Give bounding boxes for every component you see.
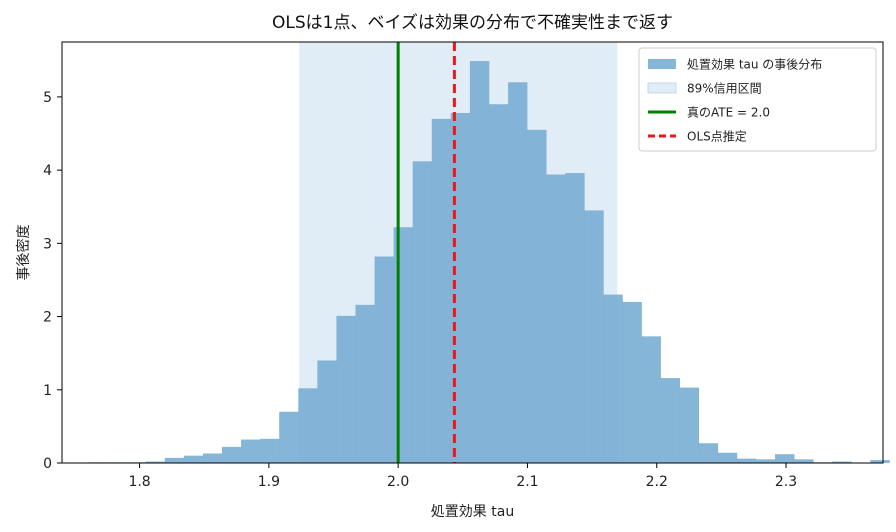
histogram-bar: [355, 304, 375, 463]
histogram-bar: [279, 411, 299, 463]
x-tick-label: 2.3: [775, 474, 797, 490]
histogram-bar: [736, 458, 757, 463]
plot-area: [61, 41, 890, 464]
chart-title: OLSは1点、ベイズは効果の分布で不確実性まで返す: [272, 13, 673, 33]
histogram-bar: [717, 452, 738, 463]
histogram-bar: [679, 387, 700, 463]
legend-label: 処置効果 tau の事後分布: [687, 57, 822, 72]
legend-box: [638, 47, 877, 152]
legend-histogram: 処置効果 tau の事後分布: [648, 57, 822, 72]
histogram-bar: [241, 439, 261, 463]
histogram-bar: [260, 438, 280, 463]
histogram-bar: [584, 210, 604, 463]
histogram-bar: [183, 455, 204, 463]
x-tick-label: 2.0: [387, 474, 409, 490]
y-tick-label: 2: [43, 310, 52, 326]
histogram-bar: [317, 360, 337, 463]
legend-label: 89%信用区間: [687, 82, 762, 96]
y-axis-title: 事後密度: [15, 225, 32, 281]
x-tick-label: 1.8: [128, 474, 150, 490]
x-axis-title: 処置効果 tau: [431, 504, 514, 520]
histogram-bar: [393, 227, 414, 463]
legend-swatch: [648, 59, 676, 69]
histogram-bar: [508, 82, 528, 463]
plot-frame: [61, 41, 884, 464]
legend-interval: 89%信用区間: [647, 82, 762, 96]
y-tick-label: 4: [43, 163, 52, 179]
legend-true-ate: 真のATE = 2.0: [648, 106, 770, 120]
y-tick-label: 0: [43, 456, 52, 472]
histogram-bar: [221, 446, 242, 463]
histogram-bar: [870, 460, 890, 463]
histogram-bar: [298, 388, 318, 463]
histogram-bar: [374, 256, 394, 463]
histogram-bar: [336, 315, 356, 463]
histogram-bar: [794, 459, 814, 463]
histogram-bar: [412, 161, 433, 463]
histogram-bar: [832, 461, 852, 463]
histogram-bar: [546, 174, 566, 463]
x-tick-label: 2.2: [646, 474, 668, 490]
histogram-bar: [527, 129, 547, 463]
y-tick-label: 1: [43, 383, 52, 399]
y-tick-label: 5: [43, 90, 52, 106]
histogram-bar: [488, 104, 509, 464]
x-tick-label: 2.1: [516, 474, 538, 490]
histogram-bar: [202, 453, 223, 463]
legend-swatch: [647, 82, 677, 94]
histogram-bar: [469, 61, 490, 463]
legend-label: OLS点推定: [687, 129, 747, 144]
x-axis: 1.8 1.9 2.0 2.1 2.2 2.3: [128, 463, 797, 490]
histogram-bar: [603, 294, 623, 463]
x-tick-label: 1.9: [258, 474, 280, 490]
histogram-bar: [431, 118, 452, 463]
y-axis: 0 1 2 3 4 5: [43, 90, 62, 472]
histogram-bar: [145, 461, 166, 463]
legend-ols: OLS点推定: [648, 129, 747, 144]
histogram-bar: [698, 443, 719, 463]
histogram-bar: [565, 173, 585, 463]
legend-label: 真のATE = 2.0: [687, 106, 770, 120]
histogram-bar: [660, 378, 680, 463]
histogram-bar: [755, 459, 776, 463]
histogram-bar: [164, 457, 185, 463]
histogram-bar: [622, 301, 642, 463]
histogram-bar: [641, 336, 661, 463]
y-tick-label: 3: [43, 236, 52, 252]
histogram-bar: [775, 454, 795, 463]
